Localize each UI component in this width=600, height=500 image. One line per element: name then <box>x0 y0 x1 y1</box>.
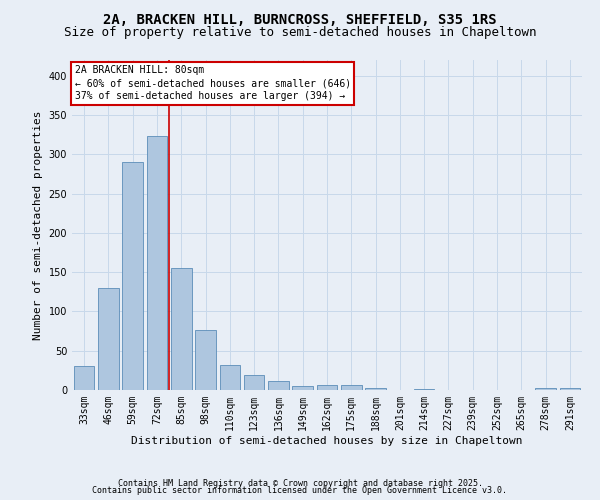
Bar <box>365 388 386 390</box>
Text: Contains HM Land Registry data © Crown copyright and database right 2025.: Contains HM Land Registry data © Crown c… <box>118 478 482 488</box>
Bar <box>74 366 94 390</box>
Bar <box>171 268 191 390</box>
Bar <box>122 162 143 390</box>
Bar <box>268 382 289 390</box>
Bar <box>317 386 337 390</box>
Text: 2A BRACKEN HILL: 80sqm
← 60% of semi-detached houses are smaller (646)
37% of se: 2A BRACKEN HILL: 80sqm ← 60% of semi-det… <box>74 65 350 102</box>
Bar <box>220 365 240 390</box>
Bar <box>560 388 580 390</box>
Bar <box>146 136 167 390</box>
Bar <box>414 389 434 390</box>
Text: Contains public sector information licensed under the Open Government Licence v3: Contains public sector information licen… <box>92 486 508 495</box>
X-axis label: Distribution of semi-detached houses by size in Chapeltown: Distribution of semi-detached houses by … <box>131 436 523 446</box>
Bar <box>195 330 216 390</box>
Bar <box>341 386 362 390</box>
Bar <box>535 388 556 390</box>
Y-axis label: Number of semi-detached properties: Number of semi-detached properties <box>33 110 43 340</box>
Bar <box>292 386 313 390</box>
Text: Size of property relative to semi-detached houses in Chapeltown: Size of property relative to semi-detach… <box>64 26 536 39</box>
Text: 2A, BRACKEN HILL, BURNCROSS, SHEFFIELD, S35 1RS: 2A, BRACKEN HILL, BURNCROSS, SHEFFIELD, … <box>103 12 497 26</box>
Bar <box>244 375 265 390</box>
Bar <box>98 288 119 390</box>
